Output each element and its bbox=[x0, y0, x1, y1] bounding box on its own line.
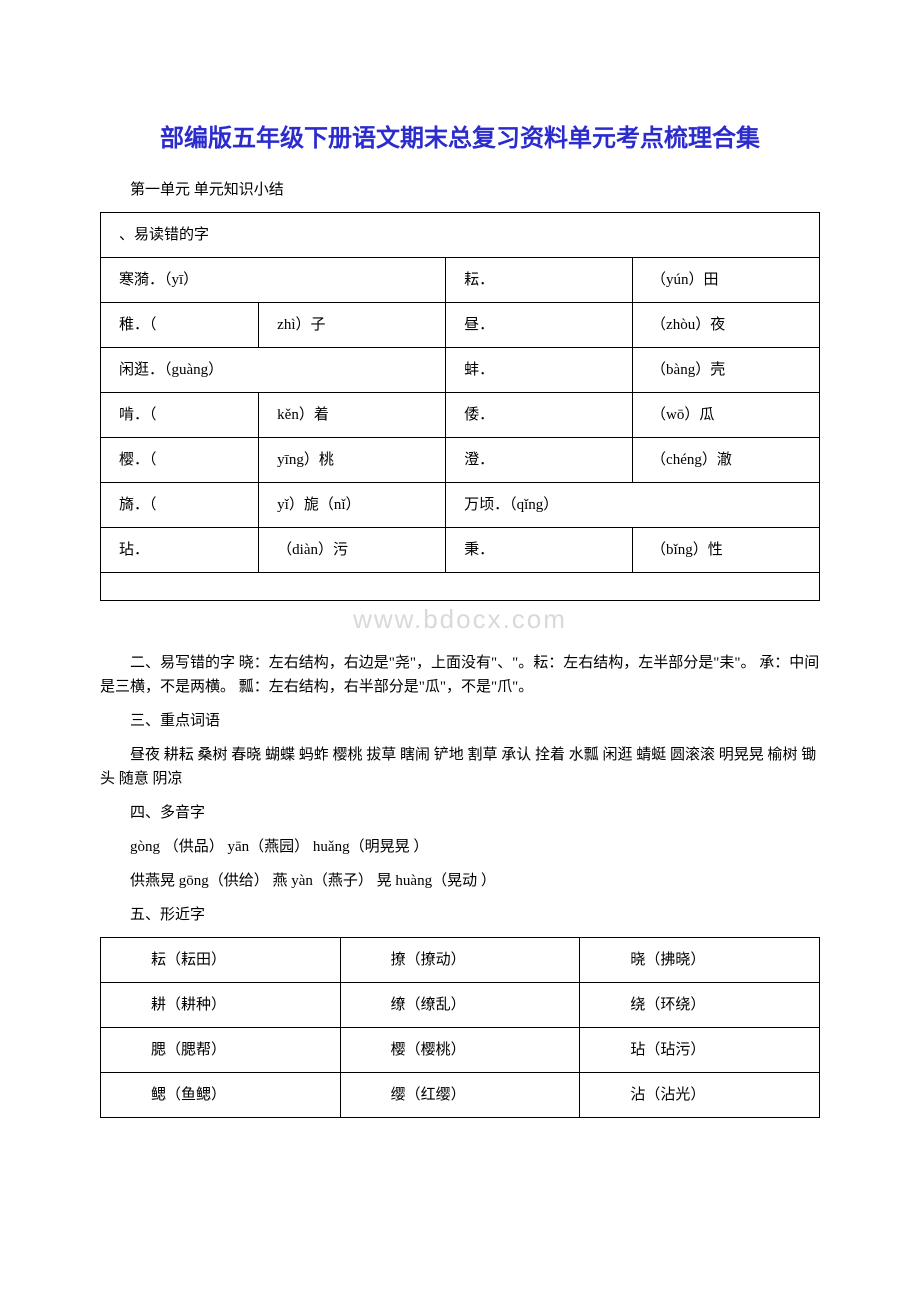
section-3-title: 三、重点词语 bbox=[100, 709, 820, 733]
cell: yǐ）旎（nǐ） bbox=[259, 483, 446, 528]
table-row: 啃．（ kěn）着 倭． （wō）瓜 bbox=[101, 393, 820, 438]
cell: 绕（环绕） bbox=[580, 982, 820, 1027]
section-2: 二、易写错的字 晓：左右结构，右边是"尧"，上面没有"、"。耘：左右结构，左半部… bbox=[100, 651, 820, 699]
table-row: 樱．（ yīng）桃 澄． （chéng）澈 bbox=[101, 438, 820, 483]
cell: 旖．（ bbox=[101, 483, 259, 528]
cell: yīng）桃 bbox=[259, 438, 446, 483]
cell: 啃．（ bbox=[101, 393, 259, 438]
cell: 玷． bbox=[101, 528, 259, 573]
cell: 耘（耘田） bbox=[101, 937, 341, 982]
section-4-title: 四、多音字 bbox=[100, 801, 820, 825]
cell: （diàn）污 bbox=[259, 528, 446, 573]
table-row: 耘（耘田） 撩（撩动） 晓（拂晓） bbox=[101, 937, 820, 982]
section-4-line1: gòng （供品） yān（燕园） huǎng（明晃晃 ） bbox=[100, 835, 820, 859]
cell: 玷（玷污） bbox=[580, 1027, 820, 1072]
table-row: 闲逛．（guàng） 蚌． （bàng）壳 bbox=[101, 348, 820, 393]
subtitle: 第一单元 单元知识小结 bbox=[100, 178, 820, 202]
cell: （zhòu）夜 bbox=[633, 303, 820, 348]
cell: 缨（红缨） bbox=[340, 1072, 580, 1117]
cell: 腮（腮帮） bbox=[101, 1027, 341, 1072]
cell: 稚．（ bbox=[101, 303, 259, 348]
cell: （bàng）壳 bbox=[633, 348, 820, 393]
section-heading: 、易读错的字 bbox=[101, 213, 820, 258]
cell: kěn）着 bbox=[259, 393, 446, 438]
table-row: 、易读错的字 bbox=[101, 213, 820, 258]
cell: 耘． bbox=[446, 258, 633, 303]
cell: 晓（拂晓） bbox=[580, 937, 820, 982]
cell: 昼． bbox=[446, 303, 633, 348]
table-row: 旖．（ yǐ）旎（nǐ） 万顷．（qǐng） bbox=[101, 483, 820, 528]
cell: 缭（缭乱） bbox=[340, 982, 580, 1027]
table-row bbox=[101, 573, 820, 601]
cell: （wō）瓜 bbox=[633, 393, 820, 438]
table-row: 腮（腮帮） 樱（樱桃） 玷（玷污） bbox=[101, 1027, 820, 1072]
table-row: 寒漪．（yī） 耘． （yún）田 bbox=[101, 258, 820, 303]
cell: 樱．（ bbox=[101, 438, 259, 483]
cell: 鳃（鱼鳃） bbox=[101, 1072, 341, 1117]
section-4-line2: 供燕晃 gōng（供给） 燕 yàn（燕子） 晃 huàng（晃动 ） bbox=[100, 869, 820, 893]
page-title: 部编版五年级下册语文期末总复习资料单元考点梳理合集 bbox=[100, 120, 820, 158]
cell: 倭． bbox=[446, 393, 633, 438]
cell: （yún）田 bbox=[633, 258, 820, 303]
cell: 撩（撩动） bbox=[340, 937, 580, 982]
cell: （chéng）澈 bbox=[633, 438, 820, 483]
table-row: 鳃（鱼鳃） 缨（红缨） 沾（沾光） bbox=[101, 1072, 820, 1117]
table-easy-misread: 、易读错的字 寒漪．（yī） 耘． （yún）田 稚．（ zhì）子 昼． （z… bbox=[100, 212, 820, 601]
cell: 闲逛．（guàng） bbox=[101, 348, 446, 393]
table-similar-chars: 耘（耘田） 撩（撩动） 晓（拂晓） 耕（耕种） 缭（缭乱） 绕（环绕） 腮（腮帮… bbox=[100, 937, 820, 1118]
table-row: 耕（耕种） 缭（缭乱） 绕（环绕） bbox=[101, 982, 820, 1027]
cell: 秉． bbox=[446, 528, 633, 573]
table-row: 玷． （diàn）污 秉． （bǐng）性 bbox=[101, 528, 820, 573]
cell: （bǐng）性 bbox=[633, 528, 820, 573]
cell: 耕（耕种） bbox=[101, 982, 341, 1027]
cell: 万顷．（qǐng） bbox=[446, 483, 820, 528]
cell: zhì）子 bbox=[259, 303, 446, 348]
cell: 樱（樱桃） bbox=[340, 1027, 580, 1072]
table-row: 稚．（ zhì）子 昼． （zhòu）夜 bbox=[101, 303, 820, 348]
section-5-title: 五、形近字 bbox=[100, 903, 820, 927]
cell: 寒漪．（yī） bbox=[101, 258, 446, 303]
cell-empty bbox=[101, 573, 820, 601]
cell: 澄． bbox=[446, 438, 633, 483]
section-3-body: 昼夜 耕耘 桑树 春晓 蝴蝶 蚂蚱 樱桃 拔草 瞎闹 铲地 割草 承认 拴着 水… bbox=[100, 743, 820, 791]
watermark: www.bdocx.com bbox=[100, 599, 820, 641]
cell: 沾（沾光） bbox=[580, 1072, 820, 1117]
cell: 蚌． bbox=[446, 348, 633, 393]
